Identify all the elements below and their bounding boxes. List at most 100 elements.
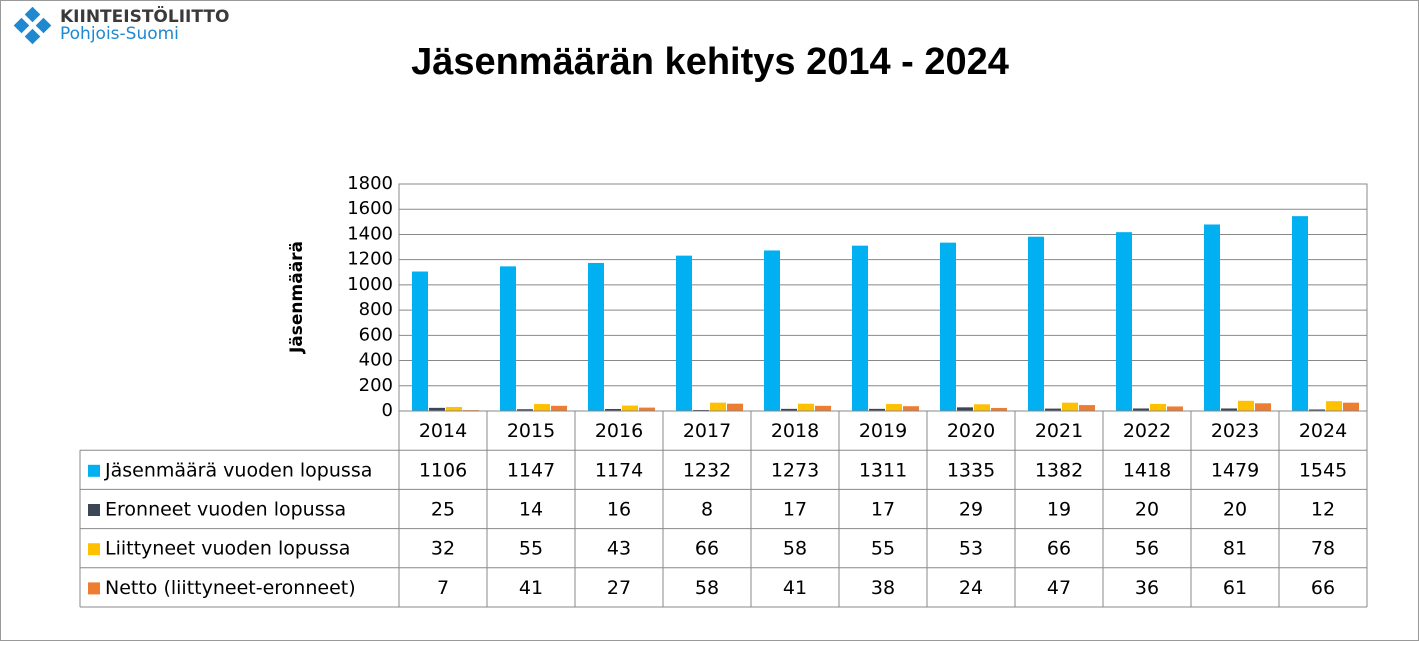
bar	[1045, 408, 1061, 411]
legend-label: Eronneet vuoden lopussa	[105, 499, 346, 521]
x-tick-label: 2018	[771, 420, 819, 442]
bar	[588, 262, 604, 411]
table-value: 1311	[859, 459, 907, 481]
table-value: 38	[871, 577, 895, 599]
bar	[957, 407, 973, 411]
bar	[639, 407, 655, 411]
table-value: 1545	[1299, 459, 1347, 481]
table-value: 20	[1135, 499, 1159, 521]
table-value: 1418	[1123, 459, 1171, 481]
bar	[446, 406, 462, 411]
table-value: 16	[607, 499, 631, 521]
x-tick-label: 2020	[947, 420, 995, 442]
y-tick-label: 600	[359, 324, 393, 345]
bar	[1309, 409, 1325, 411]
bar	[991, 407, 1007, 411]
y-tick-label: 1200	[347, 249, 393, 270]
chart-title: Jäsenmäärän kehitys 2014 - 2024	[411, 41, 1009, 83]
table-value: 14	[519, 499, 543, 521]
bar	[903, 406, 919, 411]
table-value: 53	[959, 538, 983, 560]
legend-label: Netto (liittyneet-eronneet)	[105, 577, 356, 599]
bar	[551, 405, 567, 411]
bar	[605, 408, 621, 411]
x-tick-label: 2019	[859, 420, 907, 442]
logo-name: KIINTEISTÖLIITTO	[60, 5, 229, 27]
bar	[1343, 402, 1359, 411]
bar	[727, 403, 743, 411]
table-value: 12	[1311, 499, 1335, 521]
x-tick-label: 2023	[1211, 420, 1259, 442]
bar	[710, 402, 726, 411]
bar	[1133, 408, 1149, 411]
table-value: 17	[783, 499, 807, 521]
x-tick-label: 2024	[1299, 420, 1347, 442]
table-value: 43	[607, 538, 631, 560]
bar	[1116, 232, 1132, 411]
bar	[1062, 402, 1078, 411]
bar	[798, 403, 814, 411]
bar	[1079, 405, 1095, 411]
bar	[500, 266, 516, 411]
table-value: 66	[1047, 538, 1071, 560]
bar	[693, 409, 709, 411]
legend-marker	[88, 582, 100, 595]
bar	[764, 250, 780, 411]
x-tick-label: 2014	[419, 420, 467, 442]
bar	[429, 407, 445, 411]
bar	[869, 408, 885, 411]
table-value: 1232	[683, 459, 731, 481]
y-tick-label: 1000	[347, 274, 393, 295]
table-value: 66	[695, 538, 719, 560]
x-tick-label: 2022	[1123, 420, 1171, 442]
legend-marker	[88, 464, 100, 477]
x-tick-label: 2017	[683, 420, 731, 442]
table-value: 58	[783, 538, 807, 560]
bar	[517, 409, 533, 411]
bar	[676, 255, 692, 411]
legend-label: Liittyneet vuoden lopussa	[105, 538, 350, 560]
table-value: 25	[431, 499, 455, 521]
table-value: 29	[959, 499, 983, 521]
bar	[1028, 236, 1044, 411]
table-value: 55	[519, 538, 543, 560]
table-value: 36	[1135, 577, 1159, 599]
table-value: 7	[437, 577, 449, 599]
table-value: 20	[1223, 499, 1247, 521]
bar	[852, 245, 868, 411]
table-value: 58	[695, 577, 719, 599]
y-tick-label: 200	[359, 375, 393, 396]
table-value: 47	[1047, 577, 1071, 599]
y-tick-label: 1800	[347, 173, 393, 194]
bar	[1238, 400, 1254, 411]
bar	[1204, 224, 1220, 411]
bar	[974, 404, 990, 411]
table-value: 1106	[419, 459, 467, 481]
table-value: 78	[1311, 538, 1335, 560]
y-tick-label: 800	[359, 299, 393, 320]
y-tick-label: 400	[359, 350, 393, 371]
bar	[1255, 403, 1271, 411]
table-value: 41	[519, 577, 543, 599]
table-value: 55	[871, 538, 895, 560]
legend-label: Jäsenmäärä vuoden lopussa	[104, 459, 372, 481]
bar	[622, 405, 638, 411]
table-value: 27	[607, 577, 631, 599]
bar	[940, 242, 956, 411]
table-value: 1479	[1211, 459, 1259, 481]
bar	[1326, 401, 1342, 411]
table-value: 24	[959, 577, 983, 599]
table-value: 1273	[771, 459, 819, 481]
bar	[1221, 408, 1237, 411]
bar	[815, 405, 831, 411]
table-value: 17	[871, 499, 895, 521]
legend-marker	[88, 504, 100, 516]
x-tick-label: 2015	[507, 420, 555, 442]
bar	[781, 408, 797, 411]
bar	[1292, 216, 1308, 411]
logo-region: Pohjois-Suomi	[60, 24, 179, 44]
x-tick-label: 2016	[595, 420, 643, 442]
bar	[886, 404, 902, 411]
